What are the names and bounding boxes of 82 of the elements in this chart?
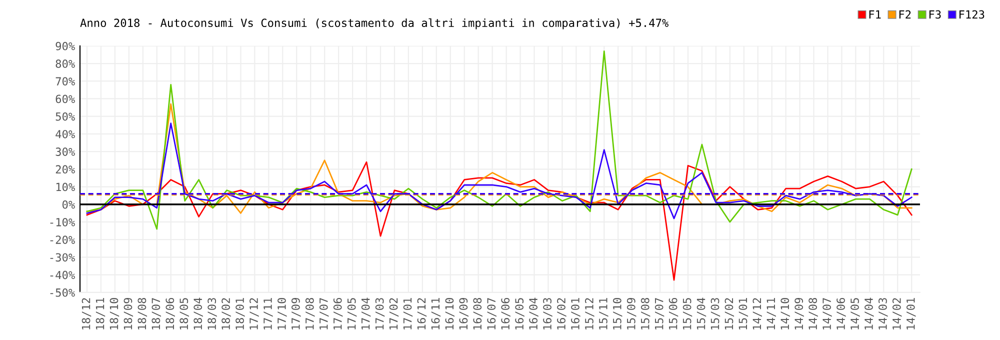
y-tick-label: 80% (56, 60, 75, 68)
x-tick-label: 16/09 (459, 298, 468, 330)
x-tick-label: 14/04 (864, 298, 874, 330)
x-tick-label: 17/01 (403, 298, 413, 330)
legend-label: F123 (960, 10, 984, 19)
y-tick-label: -30% (50, 253, 75, 262)
y-tick-label: 70% (56, 77, 75, 86)
x-tick-label: 15/05 (682, 298, 692, 330)
x-tick-label: 15/10 (612, 298, 622, 330)
x-tick-label: 16/02 (557, 298, 566, 330)
x-tick-label: 14/12 (752, 298, 762, 330)
x-tick-label: 17/02 (389, 298, 399, 330)
line-series (86, 161, 912, 281)
x-tick-label: 14/07 (822, 298, 832, 330)
x-tick-label: 15/07 (654, 298, 664, 330)
x-tick-label: 18/03 (208, 298, 217, 330)
x-tick-label: 14/06 (836, 298, 846, 330)
y-tick-label: -40% (50, 270, 75, 280)
x-tick-label: 17/11 (264, 298, 273, 330)
x-tick-label: 15/04 (696, 298, 706, 330)
y-tick-label: 30% (56, 148, 75, 156)
y-tick-label: 0% (62, 200, 75, 209)
y-tick-label: 90% (56, 42, 75, 50)
y-tick-label: 10% (56, 182, 75, 192)
x-tick-label: 18/04 (194, 298, 203, 330)
x-tick-label: 15/09 (626, 298, 636, 330)
y-tick-label: -10% (50, 218, 75, 226)
x-tick-label: 14/08 (808, 298, 818, 330)
x-tick-label: 17/12 (250, 298, 259, 330)
x-tick-label: 15/11 (599, 298, 608, 330)
x-tick-label: 14/01 (906, 298, 916, 330)
x-tick-label: 16/07 (487, 298, 496, 330)
line-series (86, 50, 912, 230)
x-tick-label: 18/02 (222, 298, 231, 330)
x-tick-label: 15/03 (710, 298, 720, 330)
y-tick-label: -50% (50, 288, 75, 297)
x-tick-label: 14/03 (878, 298, 888, 330)
x-tick-label: 17/05 (347, 298, 357, 330)
x-tick-label: 16/12 (417, 298, 427, 330)
x-tick-label: 16/10 (445, 298, 455, 330)
y-tick-label: 60% (56, 94, 75, 104)
x-tick-label: 18/06 (166, 298, 175, 330)
x-tick-label: 15/08 (640, 298, 650, 330)
x-tick-label: 18/12 (82, 298, 92, 330)
x-tick-label: 14/11 (766, 298, 776, 330)
x-tick-label: 17/04 (361, 298, 371, 330)
x-tick-label: 16/03 (543, 298, 552, 330)
y-tick-label: 20% (56, 165, 75, 174)
x-tick-label: 18/07 (152, 298, 161, 330)
x-tick-label: 17/10 (278, 298, 287, 330)
x-tick-label: 18/11 (96, 298, 106, 330)
x-tick-label: 17/09 (291, 298, 301, 330)
x-tick-label: 18/05 (180, 298, 189, 330)
x-tick-label: 14/10 (780, 298, 790, 330)
x-tick-label: 15/12 (585, 298, 594, 330)
x-tick-label: 14/02 (892, 298, 902, 330)
x-tick-label: 18/08 (138, 298, 148, 330)
y-tick-label: 50% (56, 112, 75, 121)
legend-label: F3 (929, 10, 941, 19)
x-tick-label: 16/04 (529, 298, 538, 330)
x-tick-label: 18/01 (236, 298, 245, 330)
legend-label: F1 (869, 10, 881, 18)
x-tick-label: 15/01 (738, 298, 748, 330)
x-tick-label: 18/09 (124, 298, 134, 330)
x-tick-label: 17/07 (319, 298, 329, 330)
x-tick-label: 15/06 (668, 298, 678, 330)
x-tick-label: 16/06 (501, 298, 510, 330)
x-tick-label: 17/08 (305, 298, 315, 330)
x-tick-label: 16/05 (515, 298, 524, 330)
x-tick-label: 17/03 (375, 298, 385, 330)
x-tick-label: 16/01 (571, 298, 580, 330)
x-tick-label: 16/11 (431, 298, 441, 330)
x-tick-label: 18/10 (110, 298, 120, 330)
chart-title: Anno 2018 - Autoconsumi Vs Consumi (scostamento da altri impianti in comparativa) +5.47% (80, 18, 668, 30)
x-tick-label: 15/02 (724, 298, 734, 330)
x-tick-label: 14/09 (794, 298, 804, 330)
x-tick-label: 14/05 (850, 298, 860, 330)
x-tick-label: 16/08 (473, 298, 482, 330)
x-tick-label: 17/06 (333, 298, 343, 330)
y-tick-label: -20% (50, 236, 75, 244)
legend-label: F2 (899, 10, 911, 18)
y-tick-label: 40% (56, 130, 75, 138)
